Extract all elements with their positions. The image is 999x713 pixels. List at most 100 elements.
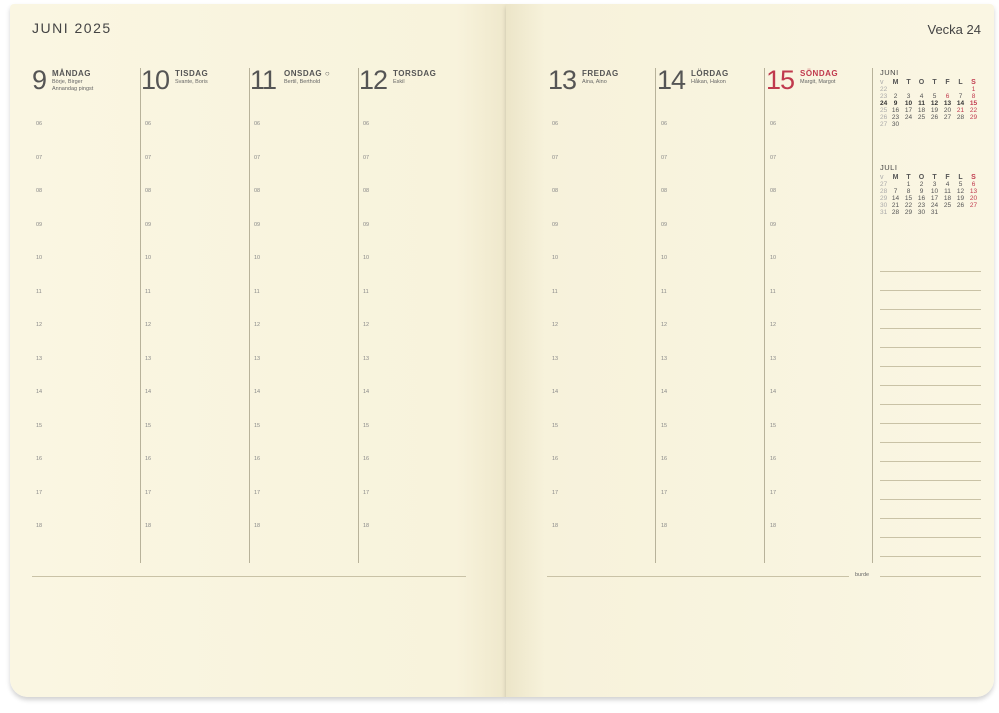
calendar-day[interactable]: 22 [969,107,978,114]
hour-slot[interactable]: 07 [145,154,152,161]
note-line[interactable] [880,423,981,424]
hour-slot[interactable]: 10 [36,255,43,261]
hour-slot[interactable]: 14 [552,389,559,395]
hour-slot[interactable]: 06 [770,121,777,127]
hour-slot[interactable]: 13 [661,355,668,362]
hour-slot[interactable]: 17 [363,489,370,496]
hour-slot[interactable]: 06 [661,121,668,127]
calendar-day[interactable]: 30 [891,121,900,128]
note-line[interactable] [880,480,981,481]
calendar-day[interactable]: 21 [956,107,965,114]
note-line[interactable] [880,518,981,519]
hour-slot[interactable]: 09 [770,221,777,228]
hour-slot[interactable]: 11 [36,288,42,295]
hour-slot[interactable]: 18 [661,523,668,529]
calendar-day[interactable]: 22 [904,202,913,209]
hour-slot[interactable]: 15 [661,422,668,429]
calendar-day[interactable]: 8 [971,93,976,100]
day-header[interactable]: 9 MÅNDAG Börje, Birger Annandag pingst [32,66,137,106]
hour-slot[interactable]: 13 [770,355,777,362]
hour-slot[interactable]: 13 [552,355,559,362]
hour-slot[interactable]: 12 [770,322,777,328]
hour-slot[interactable]: 16 [254,456,261,462]
calendar-day[interactable]: 30 [917,209,926,216]
hour-slot[interactable]: 17 [770,489,777,496]
calendar-day[interactable]: 3 [906,93,911,100]
calendar-day[interactable]: 26 [930,114,939,121]
calendar-day[interactable]: 29 [969,114,978,121]
hour-slot[interactable]: 18 [145,523,152,529]
calendar-day[interactable]: 19 [956,195,965,202]
hour-slot[interactable]: 11 [770,288,776,295]
note-line[interactable] [880,385,981,386]
hour-slot[interactable]: 07 [36,154,43,161]
hour-slot[interactable]: 08 [661,188,668,194]
hour-slot[interactable]: 10 [770,255,777,261]
calendar-day[interactable]: 9 [893,100,898,107]
calendar-day[interactable]: 2 [893,93,898,100]
hour-slot[interactable]: 09 [254,221,261,228]
hour-slot[interactable]: 09 [145,221,152,228]
calendar-day[interactable]: 8 [906,188,911,195]
calendar-day[interactable]: 1 [906,181,911,188]
day-header[interactable]: 10 TISDAG Svante, Boris [141,66,246,106]
calendar-day[interactable]: 18 [943,195,952,202]
hour-slot[interactable]: 18 [254,523,261,529]
hour-slot[interactable]: 14 [145,389,152,395]
calendar-day[interactable]: 6 [971,181,976,188]
hour-slot[interactable]: 08 [770,188,777,194]
calendar-day[interactable]: 17 [904,107,913,114]
calendar-day[interactable]: 23 [891,114,900,121]
hour-slot[interactable]: 06 [552,121,559,127]
hour-slot[interactable]: 15 [145,422,152,429]
note-line[interactable] [880,499,981,500]
day-header[interactable]: 13 FREDAG Aina, Aino [548,66,653,106]
hour-slot[interactable]: 11 [145,288,151,295]
calendar-day[interactable]: 19 [930,107,939,114]
note-line[interactable] [880,328,981,329]
calendar-day[interactable]: 13 [943,100,952,107]
calendar-day[interactable]: 17 [930,195,939,202]
note-line[interactable] [880,309,981,310]
hour-slot[interactable]: 11 [661,288,667,295]
calendar-day[interactable]: 12 [956,188,965,195]
hour-slot[interactable]: 12 [552,322,559,328]
hour-slot[interactable]: 10 [661,255,668,261]
hour-slot[interactable]: 06 [363,121,370,127]
calendar-day[interactable]: 7 [958,93,963,100]
hour-slot[interactable]: 10 [145,255,152,261]
hour-slot[interactable]: 16 [36,456,43,462]
day-header[interactable]: 14 LÖRDAG Håkan, Hakon [657,66,762,106]
hour-slot[interactable]: 16 [552,456,559,462]
hour-slot[interactable]: 12 [145,322,152,328]
calendar-day[interactable]: 3 [932,181,937,188]
calendar-day[interactable]: 16 [917,195,926,202]
hour-slot[interactable]: 15 [552,422,559,429]
hour-slot[interactable]: 08 [363,188,370,194]
hour-slot[interactable]: 16 [661,456,668,462]
hour-slot[interactable]: 14 [363,389,370,395]
hour-slot[interactable]: 17 [145,489,152,496]
calendar-day[interactable]: 1 [971,86,976,93]
note-line[interactable] [880,347,981,348]
hour-slot[interactable]: 09 [552,221,559,228]
calendar-day[interactable]: 2 [919,181,924,188]
hour-slot[interactable]: 10 [552,255,559,261]
hour-slot[interactable]: 17 [552,489,559,496]
calendar-day[interactable]: 11 [918,100,925,107]
hour-slot[interactable]: 16 [145,456,152,462]
calendar-day[interactable]: 27 [943,114,952,121]
calendar-day[interactable]: 14 [891,195,900,202]
hour-slot[interactable]: 18 [36,523,43,529]
hour-slot[interactable]: 11 [254,288,260,295]
hour-slot[interactable]: 08 [552,188,559,194]
calendar-day[interactable]: 20 [969,195,978,202]
calendar-day[interactable]: 23 [917,202,926,209]
calendar-day[interactable]: 9 [919,188,924,195]
calendar-day[interactable]: 5 [932,93,937,100]
calendar-day[interactable]: 10 [930,188,939,195]
hour-slot[interactable]: 06 [145,121,152,127]
calendar-day[interactable]: 18 [917,107,926,114]
calendar-day[interactable]: 24 [904,114,913,121]
note-line[interactable] [880,366,981,367]
